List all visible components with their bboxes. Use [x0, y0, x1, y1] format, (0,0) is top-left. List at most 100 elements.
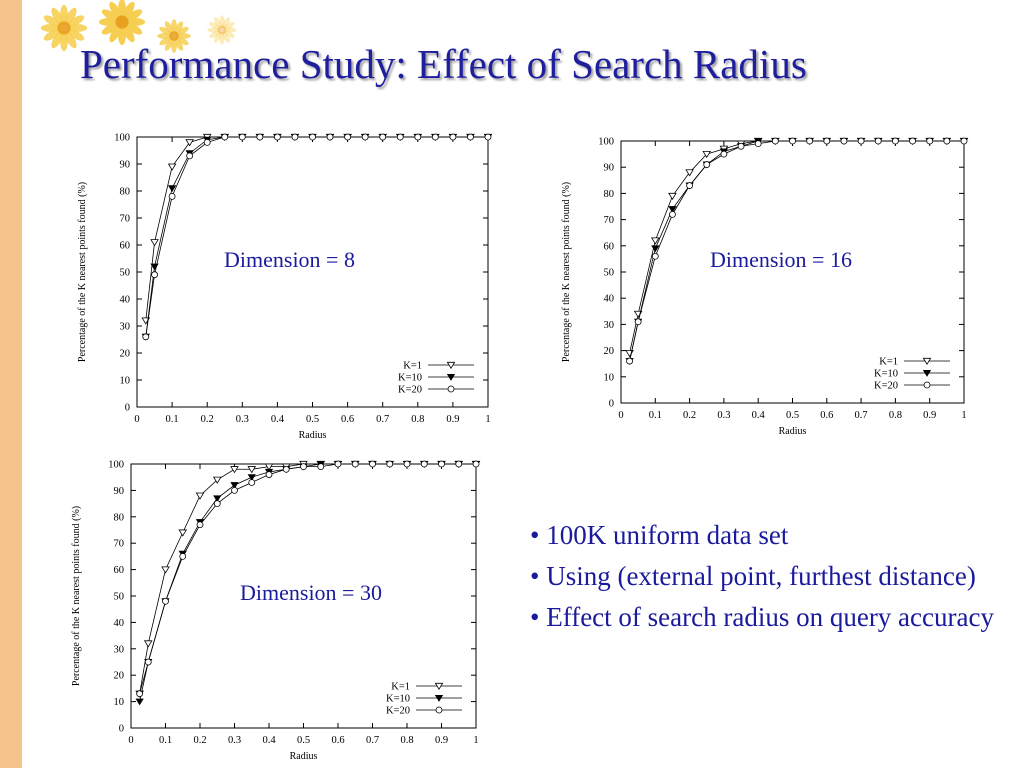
- x-tick-label: 0.2: [683, 410, 696, 421]
- y-tick-label: 40: [120, 295, 131, 306]
- data-point: [186, 152, 194, 160]
- flower-petal: [174, 21, 184, 35]
- chart-dimension-16: 0 0.1 0.2 0.3 0.4 0.5 0.6 0.7 0.8 0.9 1 0 10 20 30 40 50…: [548, 131, 988, 451]
- x-tick-label: 0.1: [649, 410, 662, 421]
- data-point: [685, 169, 694, 177]
- flower-petal: [219, 15, 225, 28]
- x-tick-label: 0.4: [271, 414, 285, 425]
- data-point: [144, 658, 152, 666]
- y-tick-label: 60: [120, 241, 131, 252]
- flower-petal: [209, 21, 221, 30]
- y-tick-label: 30: [114, 644, 125, 655]
- plot-frame: [620, 140, 965, 404]
- y-tick-label: 20: [604, 346, 615, 357]
- flower-petal: [64, 7, 77, 26]
- data-point: [273, 133, 281, 141]
- data-point: [361, 133, 369, 141]
- data-point: [823, 137, 831, 145]
- data-point: [857, 137, 865, 145]
- data-point: [135, 698, 144, 706]
- x-tick-label: 0.4: [752, 410, 766, 421]
- x-tick-label: 0.7: [855, 410, 868, 421]
- legend-label: K=1: [391, 682, 410, 693]
- data-point: [874, 137, 882, 145]
- x-tick-label: 0.2: [193, 735, 206, 746]
- flower-petal: [101, 9, 120, 22]
- legend-label: K=20: [386, 706, 410, 717]
- flower-petal: [164, 37, 174, 51]
- data-point: [891, 137, 899, 145]
- chart-svg: 0 0.1 0.2 0.3 0.4 0.5 0.6 0.7 0.8 0.9 101020304050…: [561, 137, 969, 437]
- x-tick-label: 0.4: [262, 735, 276, 746]
- y-tick-label: 50: [120, 268, 131, 279]
- data-point: [150, 239, 159, 247]
- x-tick-label: 0.9: [923, 410, 936, 421]
- x-tick-label: 0.5: [297, 735, 310, 746]
- y-tick-label: 60: [114, 565, 125, 576]
- x-tick-label: 0.9: [435, 735, 448, 746]
- series-k-20: [136, 460, 480, 698]
- y-tick-label: 70: [114, 539, 125, 550]
- data-point: [351, 460, 359, 468]
- bullet-item: • Effect of search radius on query accur…: [530, 602, 994, 632]
- legend-marker: [447, 385, 455, 393]
- series-k-20: [626, 137, 968, 365]
- y-tick-label: 80: [114, 512, 125, 523]
- flower-petal: [207, 27, 220, 33]
- data-point: [771, 137, 779, 145]
- flower-petal: [43, 28, 62, 41]
- plot-frame: [136, 136, 489, 408]
- y-tick-label: 0: [125, 403, 130, 414]
- flower-petal: [51, 30, 64, 49]
- flower-petal: [124, 9, 143, 22]
- legend-label: K=1: [879, 357, 898, 368]
- data-point: [230, 466, 239, 474]
- flower-petal: [174, 37, 184, 51]
- x-tick-label: 0: [618, 410, 623, 421]
- data-point: [686, 182, 694, 189]
- y-tick-label: 80: [604, 189, 615, 200]
- data-point: [162, 597, 169, 605]
- data-point: [203, 138, 211, 146]
- flower-decoration-icon: [40, 0, 237, 53]
- data-point: [136, 690, 144, 698]
- flower-petal: [222, 17, 231, 29]
- flower-petal: [213, 31, 222, 43]
- flower-petal: [109, 1, 122, 20]
- data-point: [626, 357, 633, 365]
- data-point: [317, 463, 325, 471]
- y-tick-label: 0: [609, 399, 614, 410]
- data-point: [309, 133, 316, 141]
- data-point: [943, 137, 951, 145]
- y-tick-label: 20: [120, 349, 131, 360]
- x-tick-label: 0.1: [159, 735, 172, 746]
- flower-petal: [175, 26, 189, 36]
- x-tick-label: 0: [134, 414, 139, 425]
- flower-petal: [124, 22, 143, 35]
- data-point: [484, 133, 492, 141]
- x-tick-label: 0.7: [376, 414, 389, 425]
- chart-dimension-8: 0 0.1 0.2 0.3 0.4 0.5 0.6 0.7 0.8 0.9 1 0 10 20 30 40 50…: [62, 128, 502, 448]
- data-point: [265, 471, 273, 478]
- data-point: [669, 210, 676, 218]
- x-tick-label: 0.8: [889, 410, 902, 421]
- y-tick-label: 90: [120, 160, 131, 171]
- data-point: [151, 271, 158, 279]
- flower-petal: [223, 30, 235, 39]
- flower-petal: [43, 15, 62, 28]
- y-tick-label: 30: [604, 320, 615, 331]
- x-tick-label: 0.6: [341, 414, 354, 425]
- y-tick-label: 70: [120, 214, 131, 225]
- y-tick-label: 100: [114, 133, 130, 144]
- data-point: [909, 137, 916, 145]
- data-point: [720, 150, 728, 158]
- flower-petal: [159, 26, 173, 36]
- y-axis-label: Percentage of the K nearest points found…: [561, 182, 572, 362]
- data-point: [231, 487, 238, 494]
- dimension-30-label: Dimension = 30: [240, 580, 382, 605]
- y-tick-label: 100: [108, 460, 124, 471]
- data-point: [668, 192, 677, 201]
- legend-label: K=10: [874, 369, 898, 380]
- y-tick-label: 90: [114, 486, 125, 497]
- x-tick-label: 0.7: [366, 735, 379, 746]
